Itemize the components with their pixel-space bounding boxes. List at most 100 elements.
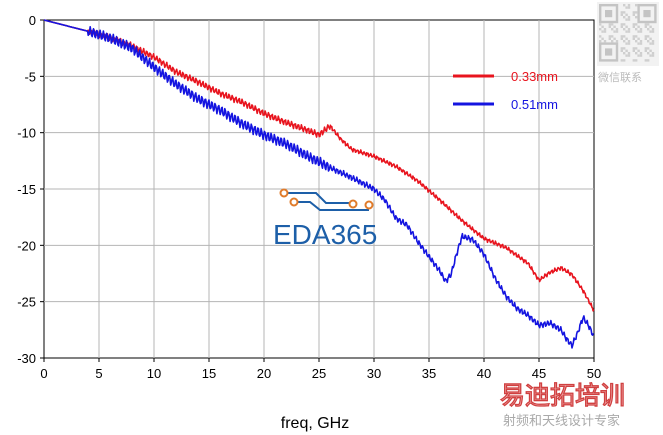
qr-cell <box>625 6 628 9</box>
qr-cell <box>632 47 635 50</box>
qr-cell <box>613 25 616 28</box>
qr-cell <box>632 35 635 38</box>
qr-cell <box>639 40 643 43</box>
qr-cell <box>611 40 614 43</box>
qr-cell <box>637 30 640 33</box>
eda365-logo: EDA365 <box>273 188 377 250</box>
y-tick-label: -25 <box>17 295 36 310</box>
qr-cell <box>599 35 602 38</box>
qr-cell <box>651 28 655 31</box>
qr-cell <box>644 25 647 28</box>
qr-cell <box>632 49 635 52</box>
x-tick-label: 15 <box>202 366 216 381</box>
qr-cell <box>599 40 602 43</box>
qr-cell <box>627 42 631 45</box>
qr-cell <box>623 28 626 31</box>
legend-label: 0.33mm <box>511 69 558 84</box>
qr-finder-center <box>643 10 651 18</box>
qr-cell <box>599 23 602 26</box>
qr-cell <box>623 47 626 50</box>
x-tick-label: 0 <box>40 366 47 381</box>
legend-item: 0.51mm <box>453 97 558 112</box>
qr-cell <box>625 13 628 16</box>
qr-cell <box>623 52 626 55</box>
circuit-trace-icon <box>279 188 374 211</box>
y-tick-label: 0 <box>29 13 36 28</box>
qr-cell <box>627 40 631 43</box>
qr-cell <box>627 16 631 19</box>
qr-cell <box>627 6 631 9</box>
x-tick-label: 40 <box>477 366 491 381</box>
qr-cell <box>608 35 611 38</box>
qr-cell <box>637 49 640 52</box>
qr-cell <box>647 59 650 62</box>
qr-cell <box>632 59 635 62</box>
x-tick-label: 30 <box>367 366 381 381</box>
qr-cell <box>627 54 631 57</box>
qr-cell <box>623 23 626 26</box>
brand-subtext: 射频和天线设计专家 <box>503 413 620 429</box>
qr-cell <box>603 40 607 43</box>
qr-cell <box>647 28 650 31</box>
qr-cell <box>639 30 643 33</box>
qr-finder-center <box>605 48 613 56</box>
qr-code-cells <box>599 3 657 62</box>
qr-cell <box>601 37 604 40</box>
qr-cell <box>615 30 619 33</box>
qr-cell <box>625 30 628 33</box>
qr-cell <box>632 37 635 40</box>
qr-cell <box>623 35 626 38</box>
eda365-logo-text: EDA365 <box>273 219 377 250</box>
qr-cell <box>635 28 638 31</box>
qr-cell <box>647 52 650 55</box>
qr-cell <box>620 59 623 62</box>
qr-cell <box>625 37 628 40</box>
qr-finder-center <box>605 10 613 18</box>
qr-cell <box>635 40 638 43</box>
qr-cell <box>601 25 604 28</box>
y-tick-label: -30 <box>17 351 36 366</box>
qr-cell <box>644 35 647 38</box>
qr-cell <box>644 37 647 40</box>
qr-cell <box>620 25 623 28</box>
qr-cell <box>608 23 611 26</box>
qr-cell <box>651 42 655 45</box>
legend: 0.33mm 0.51mm <box>453 69 558 112</box>
qr-cell <box>623 40 626 43</box>
qr-cell <box>627 30 631 33</box>
y-tick-label: -5 <box>24 69 36 84</box>
qr-cell <box>623 11 626 14</box>
qr-cell <box>620 13 623 16</box>
qr-cell <box>632 13 635 16</box>
x-tick-label: 25 <box>312 366 326 381</box>
qr-cell <box>649 25 652 28</box>
qr-cell <box>649 49 652 52</box>
y-tick-label: -20 <box>17 238 36 253</box>
x-tick-label: 5 <box>95 366 102 381</box>
qr-cell <box>651 52 655 55</box>
qr-cell <box>611 28 614 31</box>
qr-cell <box>608 25 611 28</box>
qr-cell <box>649 30 652 33</box>
qr-cell <box>620 37 623 40</box>
qr-cell <box>623 16 626 19</box>
qr-code-watermark: 微信联系 <box>597 2 659 84</box>
qr-cell <box>627 28 631 31</box>
qr-cell <box>637 42 640 45</box>
qr-cell <box>644 59 647 62</box>
qr-cell <box>620 23 623 26</box>
qr-cell <box>639 52 643 55</box>
qr-cell <box>647 40 650 43</box>
qr-cell <box>620 47 623 50</box>
qr-finder <box>599 3 619 24</box>
x-tick-label: 10 <box>147 366 161 381</box>
qr-cell <box>639 54 643 57</box>
qr-cell <box>651 54 655 57</box>
qr-cell <box>644 49 647 52</box>
qr-cell <box>635 4 638 7</box>
qr-cell <box>649 42 652 45</box>
legend-item: 0.33mm <box>453 69 558 84</box>
qr-caption: 微信联系 <box>598 70 642 84</box>
qr-finder <box>599 42 619 62</box>
